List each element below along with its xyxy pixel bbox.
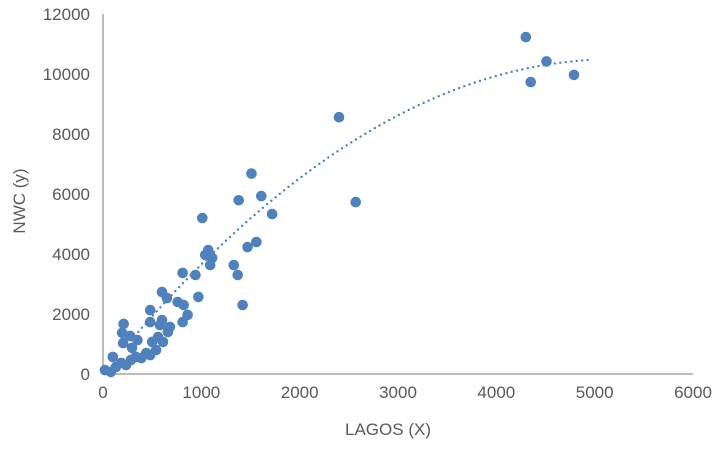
x-tick-label: 1000: [182, 383, 220, 402]
trendline: [126, 58, 591, 346]
scatter-point: [206, 252, 218, 264]
scatter-point: [116, 327, 128, 339]
scatter-point: [197, 212, 208, 224]
scatter-point: [164, 321, 176, 333]
scatter-point: [228, 259, 240, 271]
x-tick-label: 6000: [674, 383, 712, 402]
scatter-point: [242, 241, 253, 253]
scatter-point: [157, 336, 169, 348]
scatter-point: [350, 196, 362, 208]
scatter-point: [144, 316, 156, 328]
scatter-point: [525, 76, 537, 88]
scatter-point: [126, 342, 138, 354]
scatter-point: [520, 31, 532, 43]
scatter-point: [107, 351, 119, 363]
x-tick-label: 5000: [576, 383, 614, 402]
scatter-point: [178, 299, 189, 311]
y-axis-title: NWC (y): [10, 168, 29, 234]
scatter-point: [256, 190, 267, 202]
scatter-point: [193, 291, 204, 303]
scatter-point: [202, 244, 214, 256]
y-tick-label: 8000: [52, 125, 90, 144]
scatter-point: [251, 236, 262, 248]
scatter-point: [144, 304, 156, 316]
y-tick-label: 10000: [43, 65, 90, 84]
y-tick-label: 2000: [52, 305, 90, 324]
scatter-point: [333, 111, 345, 123]
x-tick-label: 3000: [379, 383, 417, 402]
scatter-point: [161, 292, 173, 304]
scatter-point: [118, 318, 129, 330]
y-tick-label: 6000: [52, 185, 90, 204]
x-tick-label: 4000: [477, 383, 515, 402]
scatter-point: [156, 314, 168, 326]
scatter-point: [117, 337, 129, 349]
scatter-point: [150, 344, 162, 356]
scatter-point: [568, 69, 580, 81]
scatter-point: [177, 267, 188, 279]
y-tick-label: 0: [81, 365, 90, 384]
y-tick-label: 12000: [43, 5, 90, 24]
scatter-point: [266, 208, 278, 220]
scatter-point: [233, 195, 244, 206]
x-axis-title: LAGOS (X): [345, 420, 431, 439]
scatter-point: [182, 309, 193, 321]
y-tick-label: 4000: [52, 245, 90, 264]
x-tick-label: 0: [98, 383, 107, 402]
scatter-point: [190, 269, 201, 281]
scatter-point: [246, 168, 257, 179]
scatter-point: [237, 299, 248, 311]
x-tick-label: 2000: [281, 383, 319, 402]
scatter-point: [232, 269, 244, 281]
